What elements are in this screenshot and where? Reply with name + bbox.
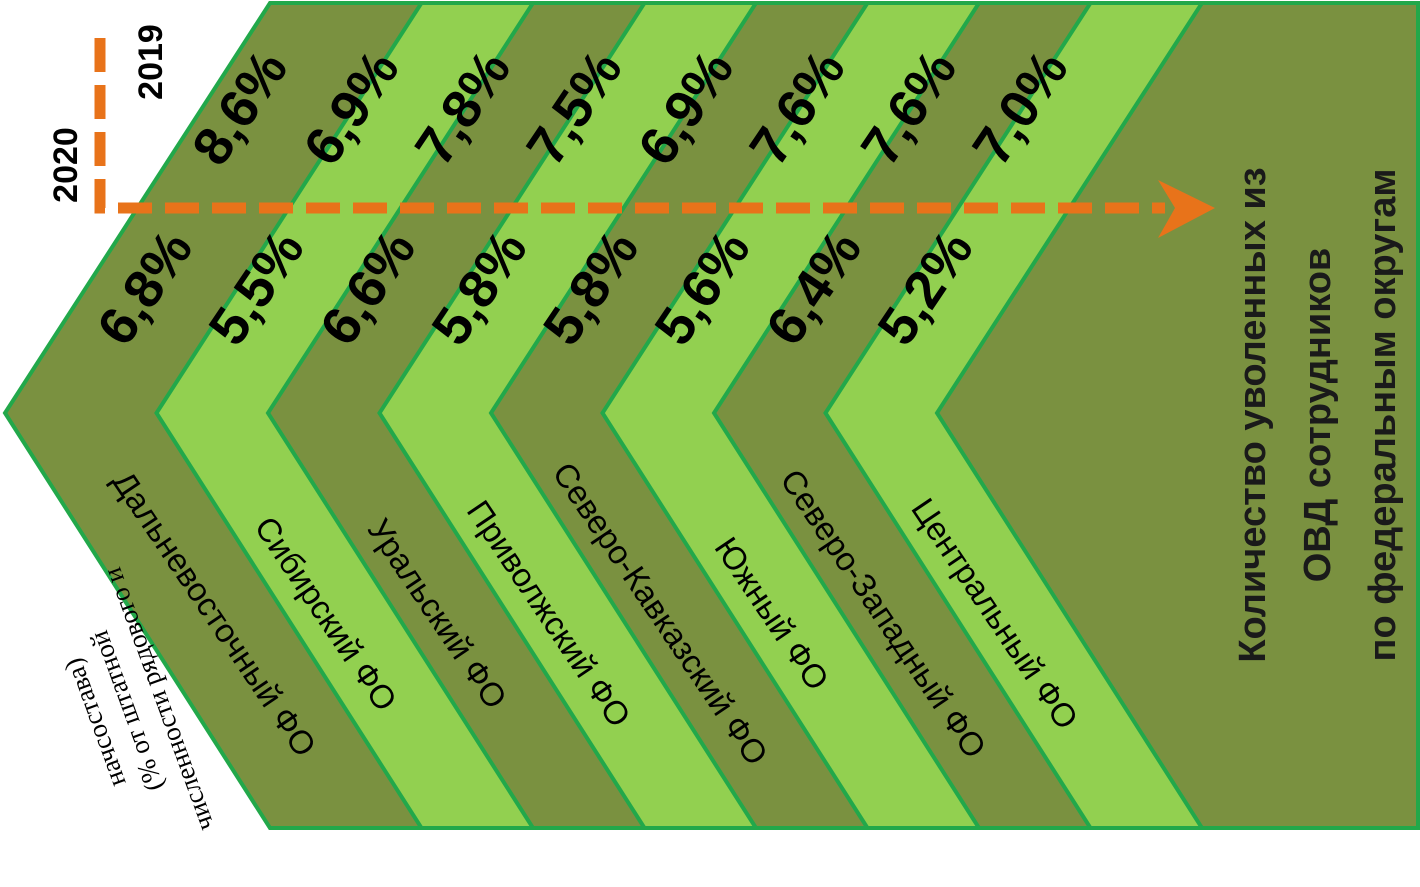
legend-arrow: 2019 2020 bbox=[47, 24, 1215, 238]
legend-year-2020: 2020 bbox=[47, 127, 85, 203]
band-дальневосточный-фо bbox=[2, 1, 426, 830]
legend-year-2019: 2019 bbox=[132, 24, 170, 100]
title-line-2: ОВД сотрудников bbox=[1297, 248, 1339, 583]
arrow-head-icon bbox=[1158, 180, 1215, 238]
title-block: Количество уволенных из ОВД сотрудников … bbox=[1232, 167, 1404, 662]
district-bands: 8,6%6,8%Дальневосточный ФО6,9%5,5%Сибирс… bbox=[2, 1, 1420, 830]
title-line-1: Количество уволенных из bbox=[1232, 167, 1274, 662]
title-line-3: по федеральным округам bbox=[1362, 169, 1404, 662]
dashed-arrow-line bbox=[94, 38, 1165, 214]
